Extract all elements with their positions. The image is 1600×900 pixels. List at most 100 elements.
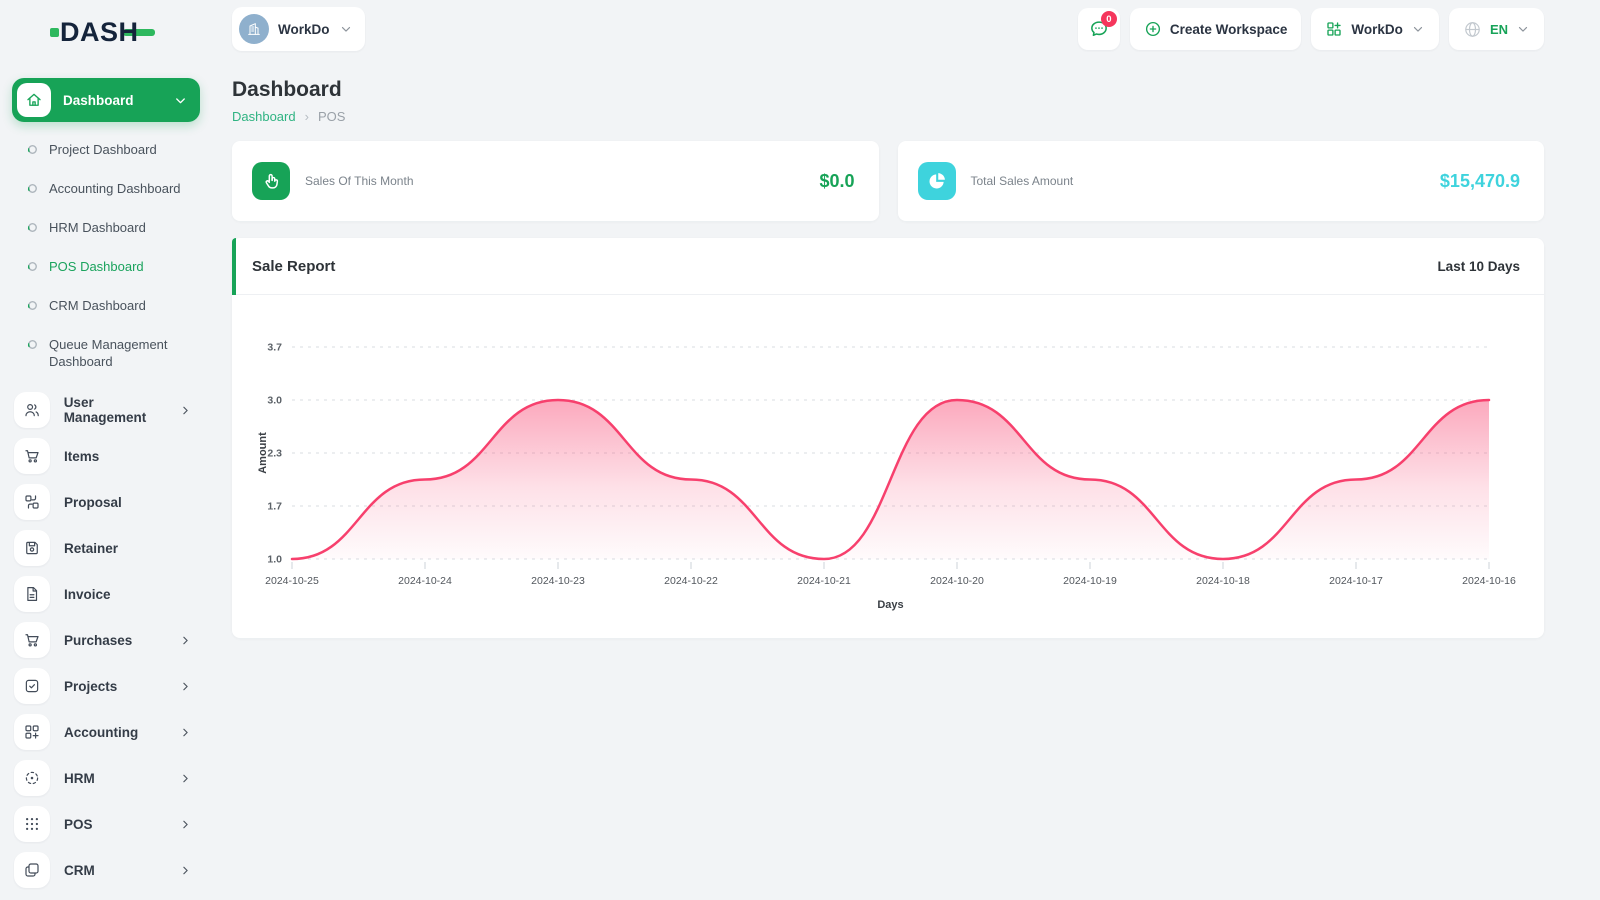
brand-logo[interactable]: DASH <box>0 0 212 64</box>
stat-card-total-sales-amount: Total Sales Amount $15,470.9 <box>897 141 1544 221</box>
sidebar-item-pos[interactable]: POS <box>14 801 202 847</box>
svg-text:2024-10-23: 2024-10-23 <box>531 575 585 587</box>
workspace-selector[interactable]: WorkDo <box>232 7 365 51</box>
svg-text:2024-10-18: 2024-10-18 <box>1196 575 1250 587</box>
sidebar-subitem-pos-dashboard[interactable]: POS Dashboard <box>27 247 212 286</box>
main-area: WorkDo 0 Create Workspace <box>212 0 1600 900</box>
svg-text:2.3: 2.3 <box>267 448 282 460</box>
pie-chart-icon <box>917 162 956 200</box>
sidebar-item-label: Projects <box>64 678 118 694</box>
language-selector[interactable]: EN <box>1448 8 1544 50</box>
bullet-ring-icon <box>27 222 38 233</box>
svg-text:2024-10-24: 2024-10-24 <box>398 575 452 587</box>
chart-range-label: Last 10 Days <box>1437 258 1520 274</box>
svg-text:2024-10-25: 2024-10-25 <box>265 575 319 587</box>
sidebar-subitem-queue-management-dashboard[interactable]: Queue Management Dashboard <box>27 325 212 381</box>
sidebar-subitem-crm-dashboard[interactable]: CRM Dashboard <box>27 286 212 325</box>
topbar: WorkDo 0 Create Workspace <box>232 0 1544 58</box>
sidebar-item-label: Retainer <box>64 540 119 556</box>
page-title: Dashboard <box>232 78 342 101</box>
sidebar-item-purchases[interactable]: Purchases <box>14 617 202 663</box>
svg-text:2024-10-19: 2024-10-19 <box>1063 575 1117 587</box>
workspace-switcher-button[interactable]: WorkDo <box>1311 8 1439 50</box>
bullet-ring-icon <box>27 339 38 350</box>
chevron-right-icon <box>179 634 192 647</box>
stat-value: $0.0 <box>819 170 855 191</box>
logo-accent-dot <box>50 27 59 37</box>
breadcrumb-link-dashboard[interactable]: Dashboard <box>232 109 296 124</box>
svg-text:3.0: 3.0 <box>267 395 282 407</box>
stat-label: Total Sales Amount <box>970 174 1074 188</box>
sidebar-subitem-accounting-dashboard[interactable]: Accounting Dashboard <box>27 169 212 208</box>
sidebar-subitem-label: CRM Dashboard <box>49 298 146 313</box>
tap-icon <box>252 162 290 200</box>
chevron-down-icon <box>339 22 353 36</box>
sidebar-item-label: POS <box>64 816 93 832</box>
sidebar-item-retainer[interactable]: Retainer <box>14 525 202 571</box>
chat-icon <box>1088 18 1110 40</box>
accounting-icon <box>14 714 50 750</box>
sidebar-item-hrm[interactable]: HRM <box>14 755 202 801</box>
x-axis-title: Days <box>877 599 903 611</box>
sidebar-subitem-label: Accounting Dashboard <box>49 181 181 196</box>
sidebar-item-accounting[interactable]: Accounting <box>14 709 202 755</box>
svg-text:3.7: 3.7 <box>267 342 282 354</box>
sidebar-item-label: User Management <box>63 395 147 425</box>
logo-accent-bar <box>122 28 155 36</box>
dashboard-submenu: Project Dashboard Accounting Dashboard H… <box>0 130 212 381</box>
sidebar-item-dashboard[interactable]: Dashboard <box>12 78 200 122</box>
sidebar-item-items[interactable]: Items <box>14 433 202 479</box>
sale-report-header: Sale Report Last 10 Days <box>232 238 1544 295</box>
proposal-icon <box>14 484 50 520</box>
sidebar-subitem-label: HRM Dashboard <box>49 220 146 235</box>
pos-icon <box>14 806 50 842</box>
sidebar-item-label: Proposal <box>64 494 122 510</box>
sidebar-subitem-label: Queue Management Dashboard <box>49 337 168 369</box>
sidebar-item-invoice[interactable]: Invoice <box>14 571 202 617</box>
bullet-ring-icon <box>27 144 38 155</box>
globe-icon <box>1463 20 1482 39</box>
sale-report-card: Sale Report Last 10 Days 1.0 1.7 2.3 3.0 3.7… <box>232 238 1544 638</box>
chevron-down-icon <box>1516 22 1530 36</box>
sidebar-subitem-hrm-dashboard[interactable]: HRM Dashboard <box>27 208 212 247</box>
sidebar-item-crm[interactable]: CRM <box>14 847 202 893</box>
svg-text:2024-10-21: 2024-10-21 <box>797 575 851 587</box>
sidebar-item-label: Dashboard <box>63 92 134 108</box>
workspace-avatar <box>239 14 269 44</box>
chevron-right-icon <box>179 818 192 831</box>
breadcrumb: Dashboard › POS <box>232 109 1544 124</box>
sidebar-item-projects[interactable]: Projects <box>14 663 202 709</box>
sidebar-item-user-management[interactable]: User Management <box>14 387 202 433</box>
chart-title: Sale Report <box>252 257 336 275</box>
chevron-right-icon <box>179 726 192 739</box>
sidebar-subitem-project-dashboard[interactable]: Project Dashboard <box>27 130 212 169</box>
chevron-down-icon <box>173 93 188 108</box>
svg-text:1.7: 1.7 <box>267 501 282 513</box>
sidebar-item-label: Purchases <box>64 632 133 648</box>
stat-value: $15,470.9 <box>1439 170 1520 191</box>
bullet-ring-icon <box>27 261 38 272</box>
workspace-switcher-label: WorkDo <box>1351 21 1403 37</box>
content: Dashboard Dashboard › POS Sales Of This … <box>232 58 1544 638</box>
cart-icon <box>14 622 50 658</box>
messages-button[interactable]: 0 <box>1077 8 1120 50</box>
sidebar-item-label: Invoice <box>64 586 111 602</box>
create-workspace-button[interactable]: Create Workspace <box>1129 8 1302 50</box>
cart-icon <box>14 438 50 474</box>
sidebar-item-label: CRM <box>64 862 95 878</box>
stat-label: Sales Of This Month <box>305 174 414 188</box>
invoice-icon <box>14 576 50 612</box>
sidebar-item-proposal[interactable]: Proposal <box>14 479 202 525</box>
svg-text:2024-10-20: 2024-10-20 <box>930 575 984 587</box>
hrm-icon <box>14 760 50 796</box>
workspace-grid-icon <box>1325 20 1343 38</box>
bullet-ring-icon <box>27 300 38 311</box>
chart-line <box>290 398 1491 561</box>
topbar-actions: 0 Create Workspace WorkDo <box>1077 8 1544 50</box>
chevron-right-icon <box>179 864 192 877</box>
breadcrumb-separator: › <box>304 109 309 124</box>
svg-text:1.0: 1.0 <box>267 554 282 566</box>
retainer-icon <box>14 530 50 566</box>
sidebar-subitem-label: POS Dashboard <box>49 259 144 274</box>
